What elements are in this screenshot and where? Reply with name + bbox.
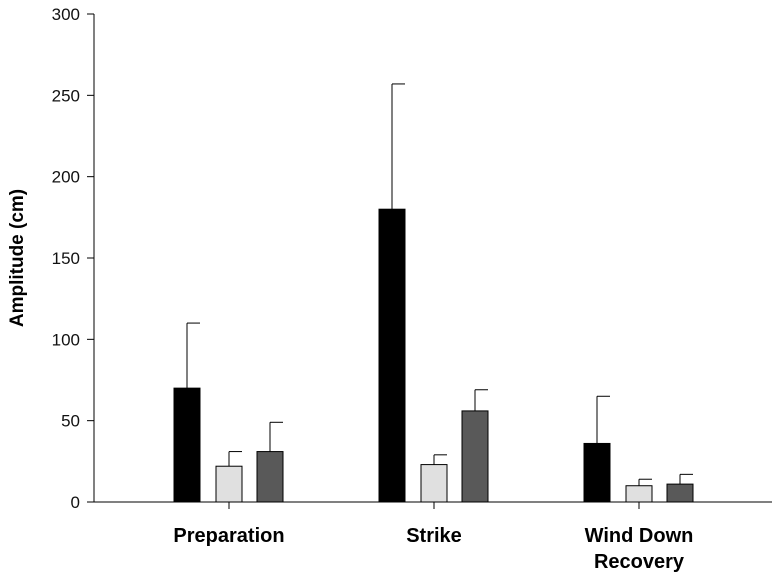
bar-s0-c2: [583, 442, 611, 503]
bar-s2-c2: [666, 483, 694, 503]
y-tick-label-0: 0: [71, 493, 80, 512]
bar-s1-c2: [625, 485, 653, 503]
bars: [173, 208, 694, 503]
bar-s1-c0: [215, 465, 243, 503]
bar-s0-c0: [173, 387, 201, 503]
x-category-label-2-1: Recovery: [594, 551, 685, 573]
y-tick-label-250: 250: [52, 86, 80, 105]
x-axis: Preparation Strike Wind Down Recovery: [94, 501, 772, 573]
error-bars: [186, 83, 693, 486]
y-tick-label-50: 50: [61, 412, 80, 431]
bar-s2-c1: [461, 410, 489, 503]
bar-s1-c1: [420, 464, 448, 503]
y-axis-label: Amplitude (cm): [7, 189, 28, 327]
y-tick-label-100: 100: [52, 330, 80, 349]
y-axis: 0 50 100 150 200 250 300: [52, 5, 95, 512]
y-tick-label-300: 300: [52, 5, 80, 24]
bar-s2-c0: [256, 451, 284, 503]
x-category-label-2-0: Wind Down: [585, 525, 694, 547]
x-category-label-0-0: Preparation: [173, 525, 284, 547]
y-tick-label-150: 150: [52, 249, 80, 268]
y-tick-label-200: 200: [52, 168, 80, 187]
x-category-label-1-0: Strike: [406, 525, 462, 547]
bar-s0-c1: [378, 208, 406, 503]
